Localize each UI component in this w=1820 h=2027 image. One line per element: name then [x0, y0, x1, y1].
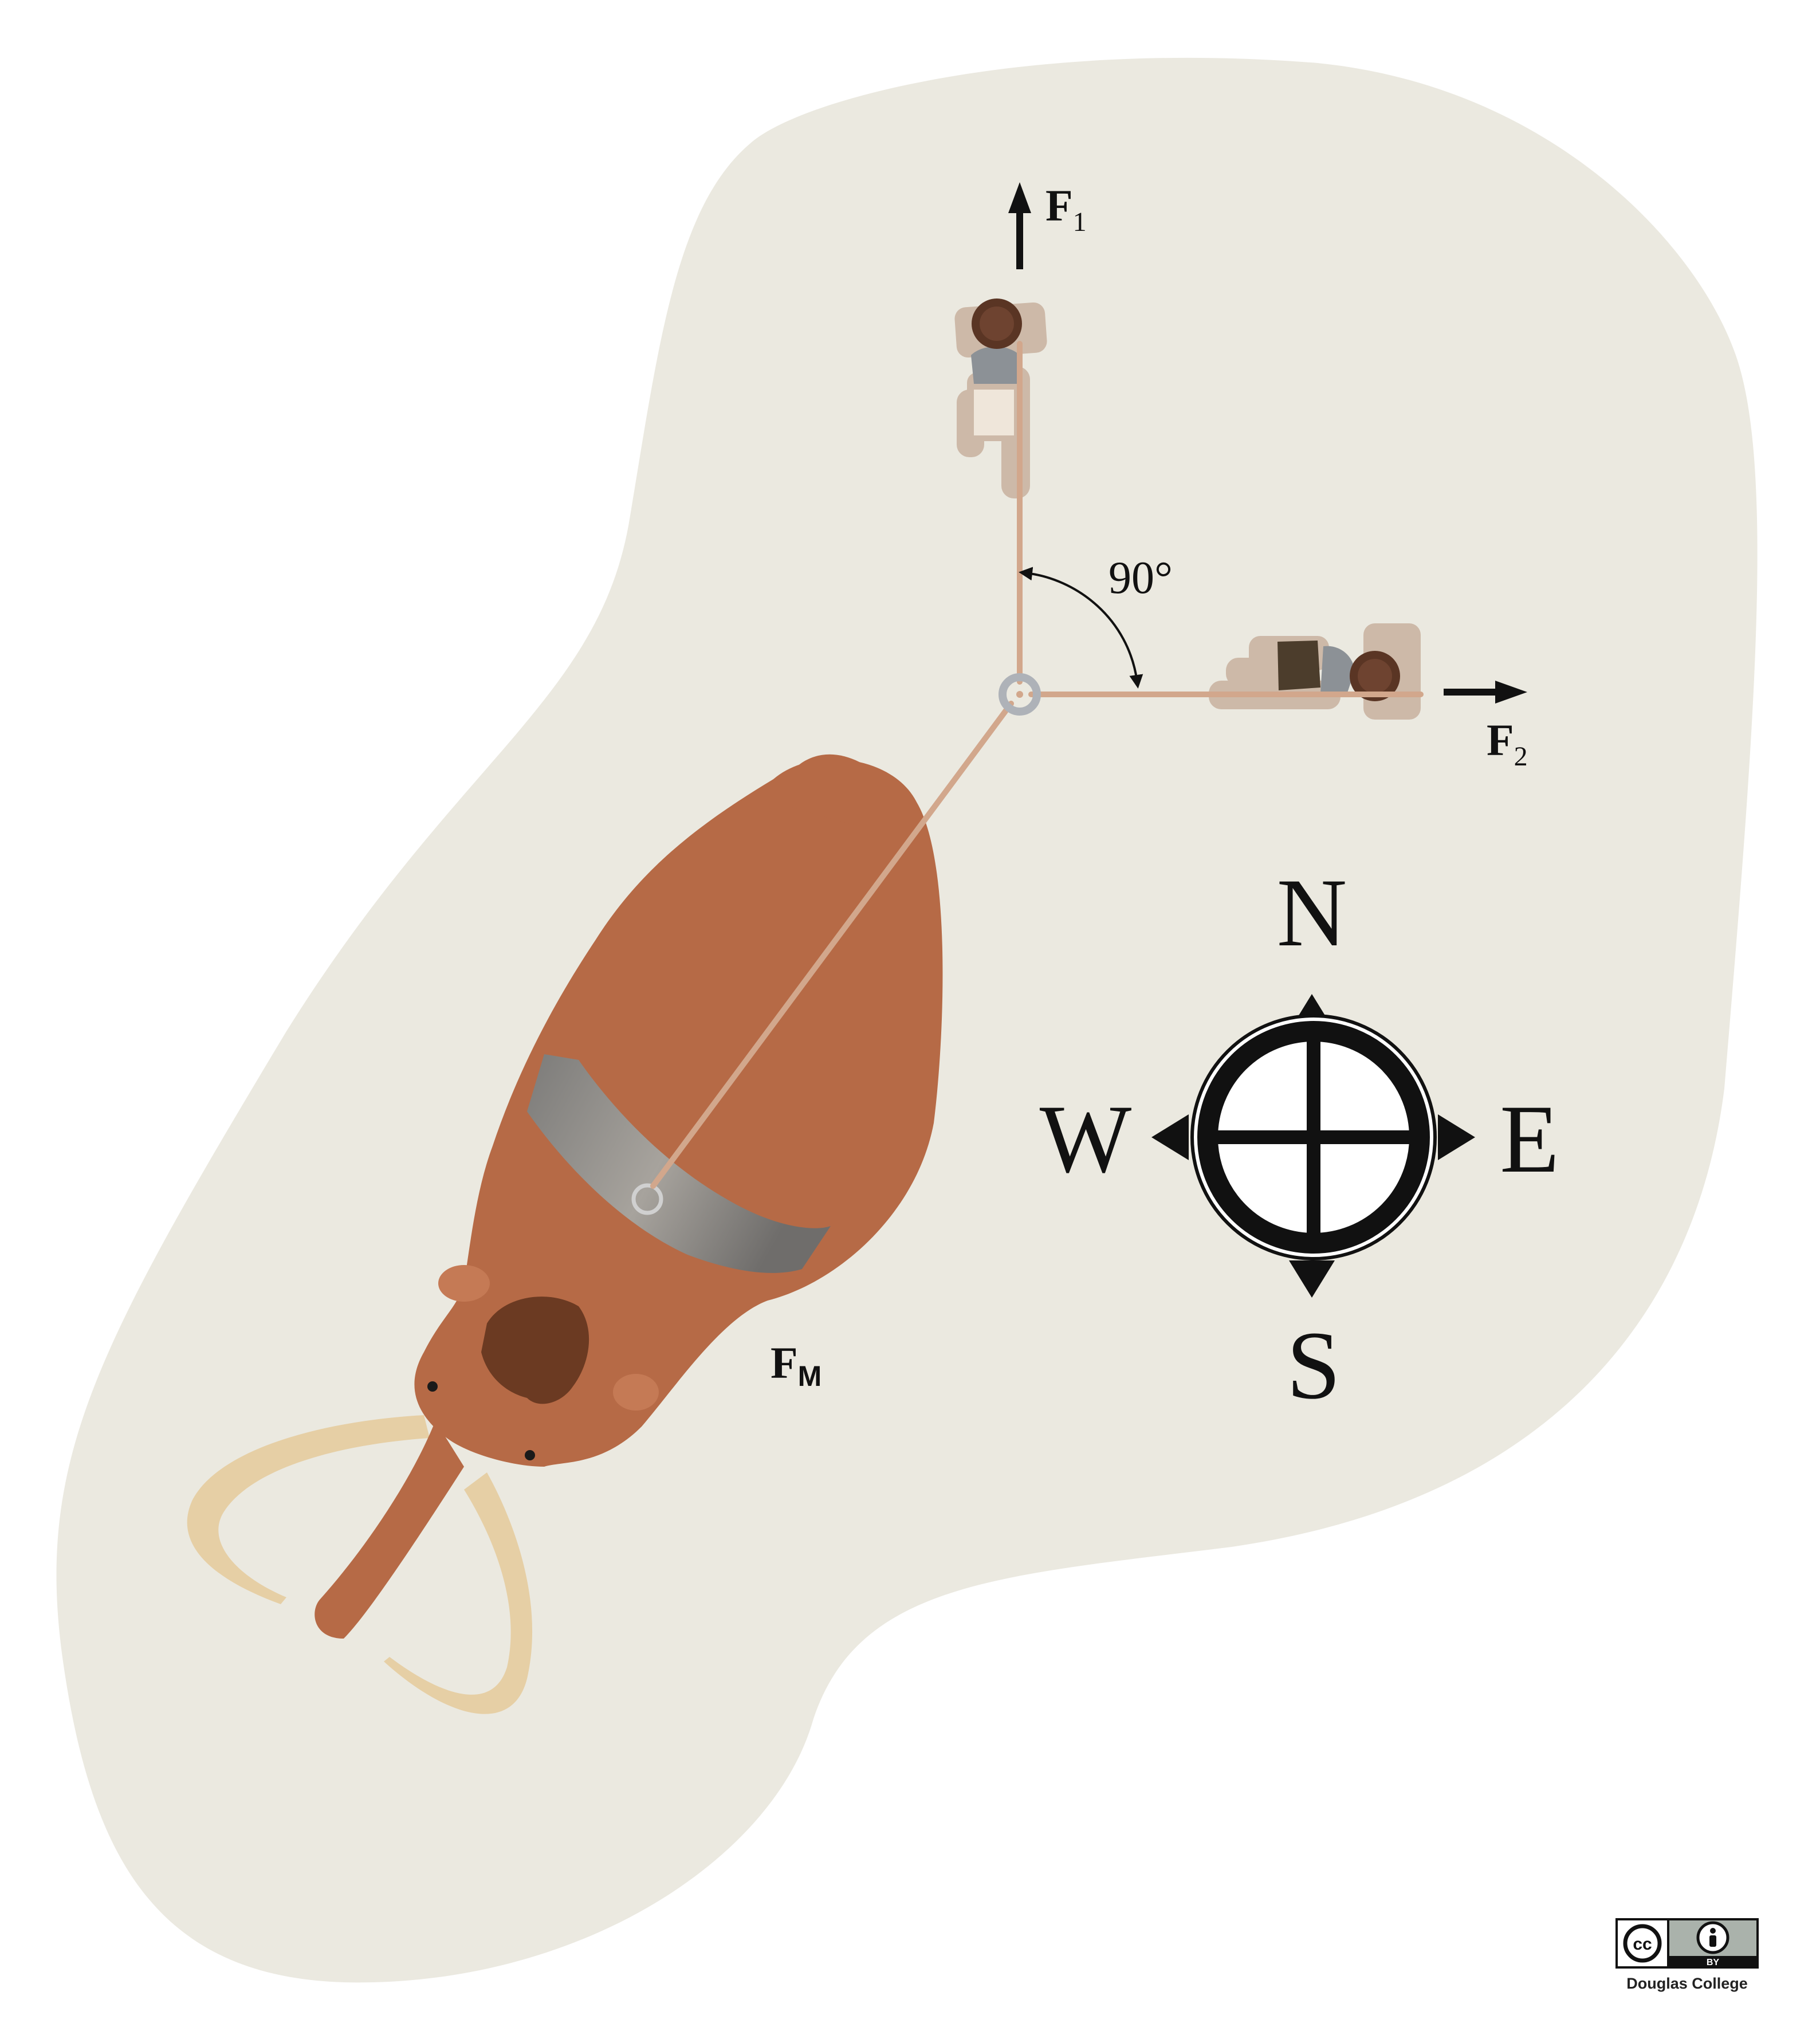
- person-north: [954, 298, 1047, 498]
- mammoth-body: [414, 759, 943, 1467]
- trunk: [315, 1421, 464, 1639]
- badge-by-text: BY: [1707, 1958, 1720, 1967]
- angle-arc: [1019, 567, 1143, 689]
- right-tusk: [384, 1472, 533, 1714]
- left-tusk: [187, 1415, 430, 1604]
- arrow-icon: [1444, 681, 1527, 704]
- license-credit: cc BY Douglas College: [1615, 1918, 1759, 1993]
- cc-icon: cc: [1623, 1924, 1662, 1963]
- rope-mammoth: [650, 701, 1014, 1189]
- cc-by-badge: cc BY: [1615, 1918, 1759, 1969]
- svg-text:cc: cc: [1633, 1935, 1652, 1954]
- compass-icon: [1151, 994, 1475, 1298]
- compass-east: E: [1500, 1085, 1559, 1193]
- angle-label: 90°: [1108, 553, 1173, 603]
- credit-text: Douglas College: [1626, 1975, 1748, 1992]
- force-label-fm: FM: [771, 1338, 821, 1392]
- head-patch: [481, 1297, 589, 1404]
- compass-north: N: [1277, 859, 1347, 967]
- harness-ring: [631, 1183, 663, 1215]
- compass-west: W: [1040, 1085, 1132, 1193]
- compass-south: S: [1287, 1311, 1341, 1419]
- mammoth: [187, 754, 943, 1714]
- force-label-f2: F2: [1487, 715, 1528, 772]
- by-person-icon: [1696, 1921, 1729, 1954]
- harness-belt: [527, 1054, 831, 1273]
- force-label-f1: F1: [1045, 180, 1087, 237]
- arrow-icon: [1008, 182, 1031, 269]
